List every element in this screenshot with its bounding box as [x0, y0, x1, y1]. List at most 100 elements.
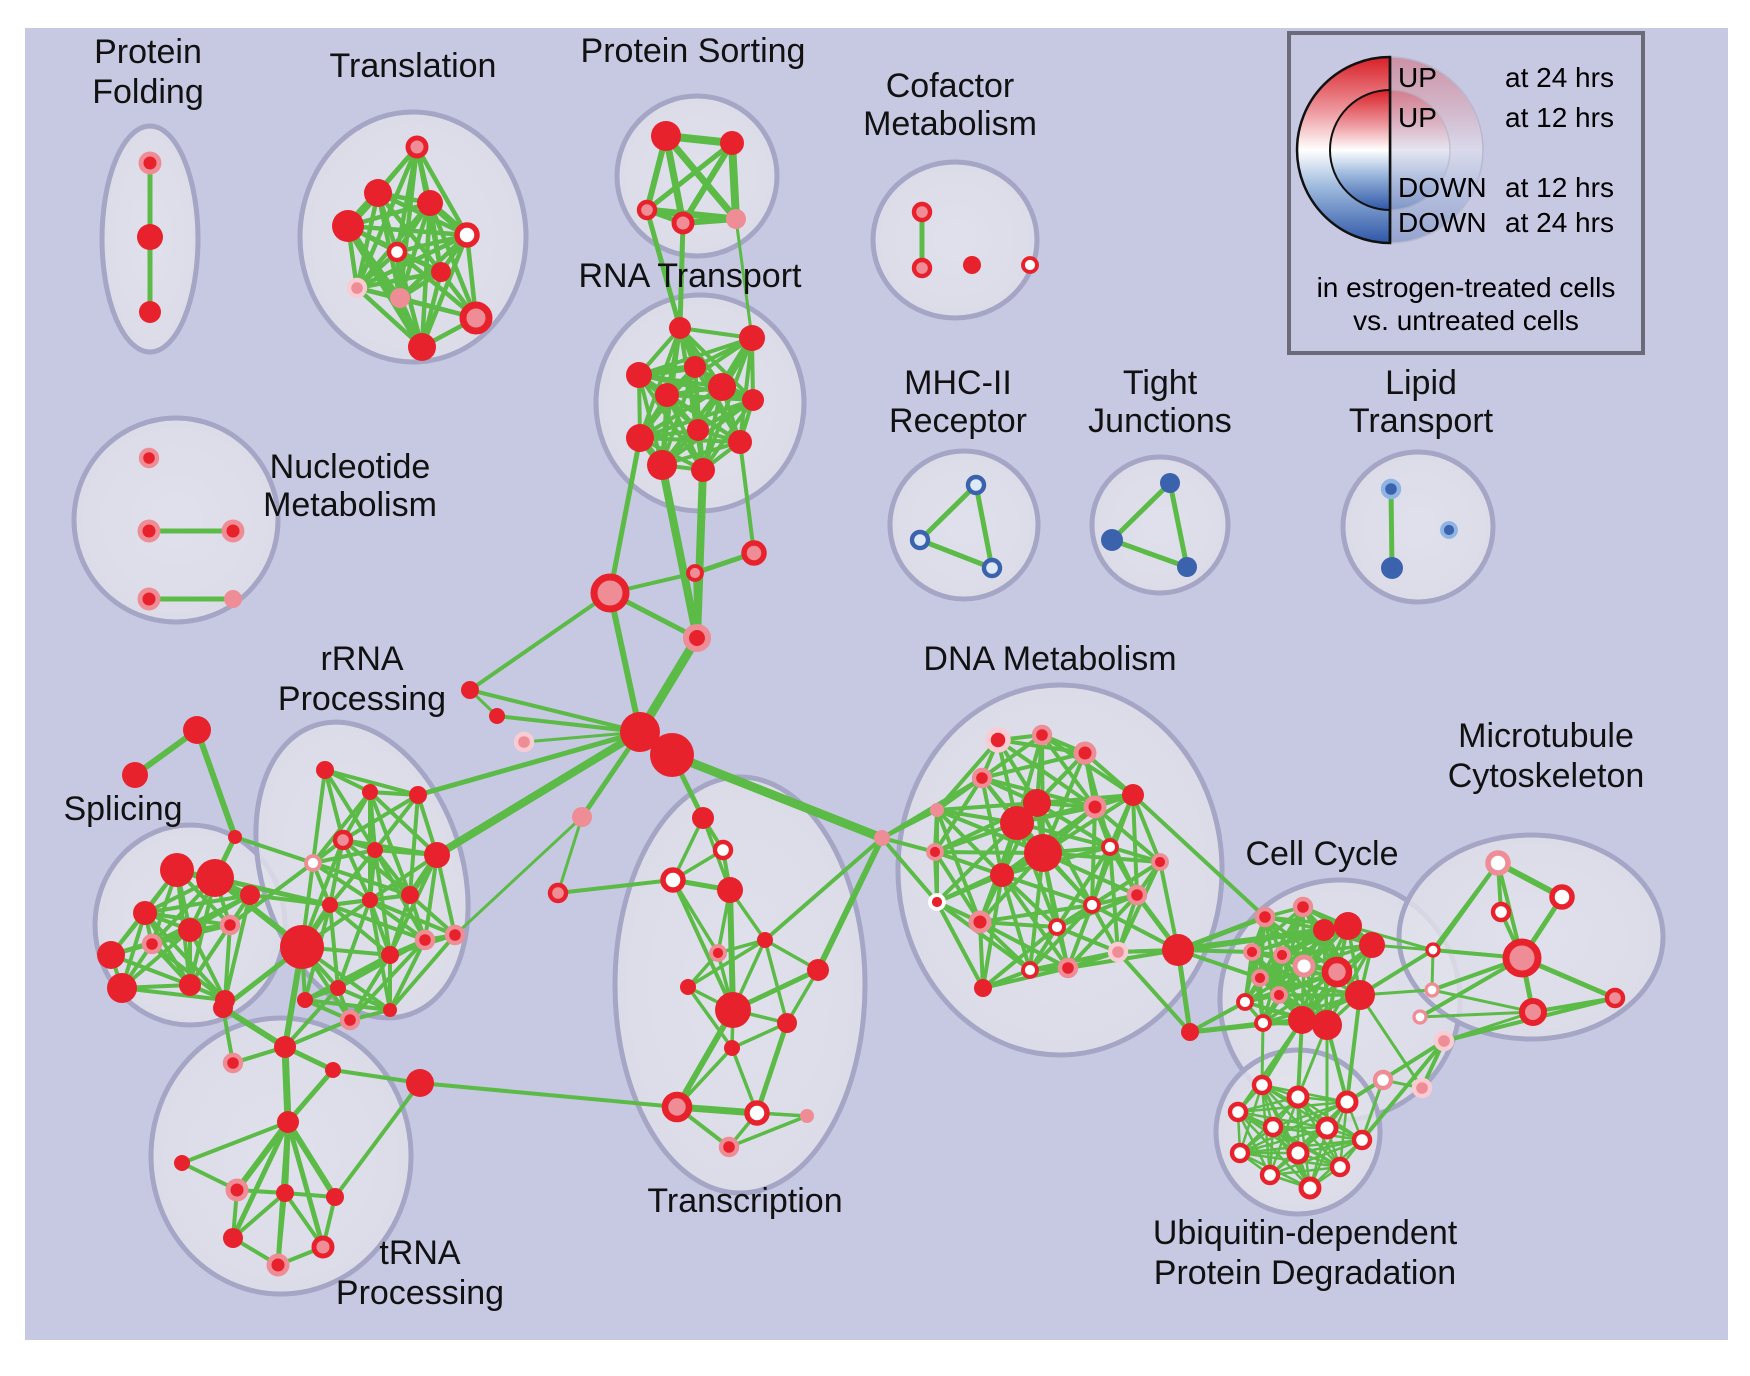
- gene-node: [276, 1184, 294, 1202]
- interaction-edge: [1388, 486, 1395, 571]
- gene-node: [390, 288, 410, 308]
- gene-node: [671, 211, 695, 235]
- interaction-edge: [1430, 988, 1535, 1014]
- legend-time-label: at 24 hrs: [1505, 62, 1614, 93]
- interaction-edge: [1131, 793, 1162, 864]
- gene-node: [1107, 941, 1129, 963]
- legend-direction-label: UP: [1398, 102, 1437, 133]
- gene-node: [1425, 942, 1441, 958]
- inter-cluster-edge: [1260, 1021, 1265, 1087]
- gene-node: [1023, 789, 1051, 817]
- gene-node: [1073, 741, 1097, 765]
- inter-cluster-edge: [763, 836, 884, 942]
- gene-node: [196, 859, 234, 897]
- inter-cluster-edge: [468, 688, 642, 734]
- gene-node: [1177, 557, 1197, 577]
- gene-node: [963, 256, 981, 274]
- inter-cluster-edge: [658, 461, 701, 642]
- interaction-edge: [1090, 903, 1180, 952]
- gene-node: [547, 882, 569, 904]
- interaction-edge: [1055, 845, 1112, 929]
- gene-node: [133, 901, 157, 925]
- gene-node: [1101, 529, 1123, 551]
- gene-node: [332, 210, 364, 242]
- interaction-edge: [978, 903, 1094, 924]
- interaction-edge: [935, 808, 1004, 877]
- gene-node: [381, 946, 399, 964]
- interaction-edge: [1268, 1165, 1342, 1177]
- gene-node: [626, 362, 652, 388]
- legend-direction-label: DOWN: [1398, 172, 1487, 203]
- gene-node: [720, 131, 744, 155]
- interaction-edge: [368, 898, 427, 942]
- gene-node: [1227, 1101, 1249, 1123]
- gene-node: [325, 1062, 341, 1078]
- interaction-edge: [388, 933, 457, 1012]
- interaction-edge: [354, 190, 381, 291]
- gene-node: [1031, 724, 1053, 746]
- interaction-edge: [373, 848, 392, 957]
- gene-node: [266, 1253, 290, 1277]
- interaction-edge: [180, 1120, 290, 1165]
- gene-node: [1151, 853, 1169, 871]
- gene-node: [930, 803, 944, 817]
- inter-cluster-edge: [228, 861, 315, 927]
- interaction-edge: [727, 887, 736, 1013]
- cluster-label-trna-processing: tRNA: [379, 1234, 461, 1272]
- inter-cluster-edge: [1345, 1039, 1446, 1104]
- interaction-edge: [917, 482, 979, 543]
- gene-node: [1288, 1006, 1316, 1034]
- gene-node: [137, 224, 163, 250]
- interaction-edge: [368, 853, 439, 902]
- gene-node: [741, 540, 767, 566]
- cluster-label-lipid-transport: Lipid: [1385, 364, 1457, 402]
- interaction-edge: [150, 893, 252, 946]
- interaction-edge: [727, 1114, 809, 1149]
- gene-node: [1243, 943, 1261, 961]
- inter-cluster-edge: [1360, 1039, 1446, 1142]
- gene-node: [1490, 901, 1512, 923]
- gene-node: [1286, 1085, 1310, 1109]
- interaction-edge: [1238, 1126, 1329, 1155]
- interaction-edge: [978, 920, 1059, 929]
- interaction-edge: [354, 232, 470, 291]
- legend-caption: vs. untreated cells: [1353, 305, 1579, 336]
- gene-node: [409, 786, 427, 804]
- interaction-edge: [345, 223, 470, 238]
- gene-node: [1273, 946, 1291, 964]
- gene-node: [383, 1003, 397, 1017]
- gene-node: [1254, 1014, 1272, 1032]
- gene-node: [461, 681, 479, 699]
- interaction-edge: [188, 928, 227, 1002]
- gene-node: [1083, 896, 1101, 914]
- inter-cluster-edge: [418, 1081, 679, 1109]
- gene-node: [414, 929, 436, 951]
- interaction-edge: [1258, 976, 1362, 997]
- gene-node: [274, 1036, 296, 1058]
- interaction-edge: [368, 898, 457, 937]
- interaction-edge: [980, 733, 1044, 780]
- cluster-label-splicing: Splicing: [63, 790, 182, 828]
- cluster-label-microtubule-cytoskeleton: Cytoskeleton: [1448, 757, 1645, 795]
- inter-cluster-edge: [1346, 924, 1435, 952]
- gene-node: [1372, 1069, 1394, 1091]
- gene-node: [222, 1052, 244, 1074]
- interaction-edge: [230, 1119, 291, 1241]
- inter-cluster-edge: [194, 727, 238, 840]
- interaction-edge: [978, 920, 1070, 970]
- inter-cluster-edge: [1360, 1078, 1385, 1142]
- interaction-edge: [333, 1081, 422, 1199]
- interaction-edge: [763, 938, 789, 1025]
- cluster-label-ubiquitin-degradation: Protein Degradation: [1154, 1254, 1456, 1292]
- cluster-label-lipid-transport: Transport: [1349, 402, 1494, 440]
- interaction-edge: [1418, 1010, 1535, 1019]
- interaction-edge: [980, 751, 1087, 780]
- inter-cluster-edge: [556, 815, 584, 895]
- gene-node: [661, 1091, 693, 1123]
- interaction-edge: [354, 285, 425, 350]
- inter-cluster-edge: [607, 590, 643, 735]
- inter-cluster-edge: [1188, 1000, 1247, 1034]
- gene-node: [926, 843, 944, 861]
- gene-node: [1251, 969, 1269, 987]
- interaction-edge: [1066, 893, 1139, 970]
